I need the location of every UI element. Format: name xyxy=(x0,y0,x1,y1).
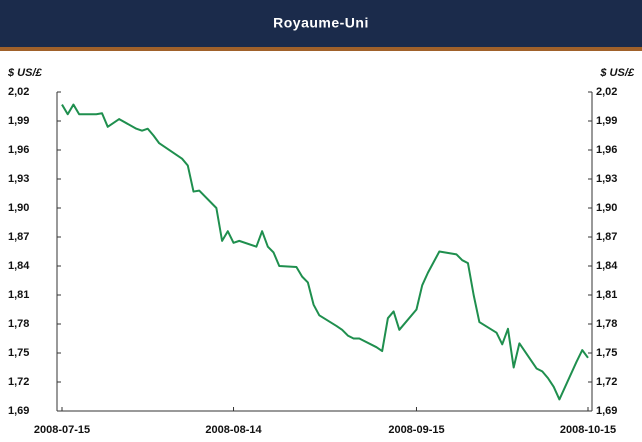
y2-tick-label: 1,72 xyxy=(596,376,617,388)
y-tick-label: 1,96 xyxy=(8,144,29,156)
y2-tick-label: 1,87 xyxy=(596,231,617,243)
y-tick-label: 1,99 xyxy=(8,115,29,127)
chart-title: Royaume-Uni xyxy=(273,15,369,31)
y-tick-label: 1,90 xyxy=(8,202,29,214)
x-tick-label: 2008-09-15 xyxy=(388,424,444,436)
y2-tick-label: 1,93 xyxy=(596,173,617,185)
title-rule xyxy=(0,47,642,51)
y-tick-label: 1,84 xyxy=(8,260,30,272)
y2-tick-label: 1,96 xyxy=(596,144,617,156)
y-tick-label: 1,72 xyxy=(8,376,29,388)
y2-tick-label: 2,02 xyxy=(596,86,617,98)
y2-tick-label: 1,81 xyxy=(596,289,617,301)
y2-tick-label: 1,69 xyxy=(596,405,617,417)
data-line xyxy=(61,103,589,401)
x-tick-label: 2008-07-15 xyxy=(34,424,90,436)
title-bar xyxy=(0,0,642,47)
y-tick-label: 2,02 xyxy=(8,86,29,98)
y-tick-label: 1,78 xyxy=(8,318,29,330)
y2-axis-label: $ US/£ xyxy=(599,67,635,79)
y-tick-label: 1,81 xyxy=(8,289,29,301)
y-tick-label: 1,93 xyxy=(8,173,29,185)
y2-tick-label: 1,99 xyxy=(596,115,617,127)
y-tick-label: 1,69 xyxy=(8,405,29,417)
y-tick-label: 1,87 xyxy=(8,231,29,243)
y-tick-label: 1,75 xyxy=(8,347,29,359)
y-axis-label: $ US/£ xyxy=(7,67,43,79)
x-tick-label: 2008-10-15 xyxy=(560,424,616,436)
x-tick-label: 2008-08-14 xyxy=(205,424,262,436)
y2-tick-label: 1,90 xyxy=(596,202,617,214)
y2-tick-label: 1,84 xyxy=(596,260,618,272)
y2-tick-label: 1,78 xyxy=(596,318,617,330)
y2-tick-label: 1,75 xyxy=(596,347,617,359)
